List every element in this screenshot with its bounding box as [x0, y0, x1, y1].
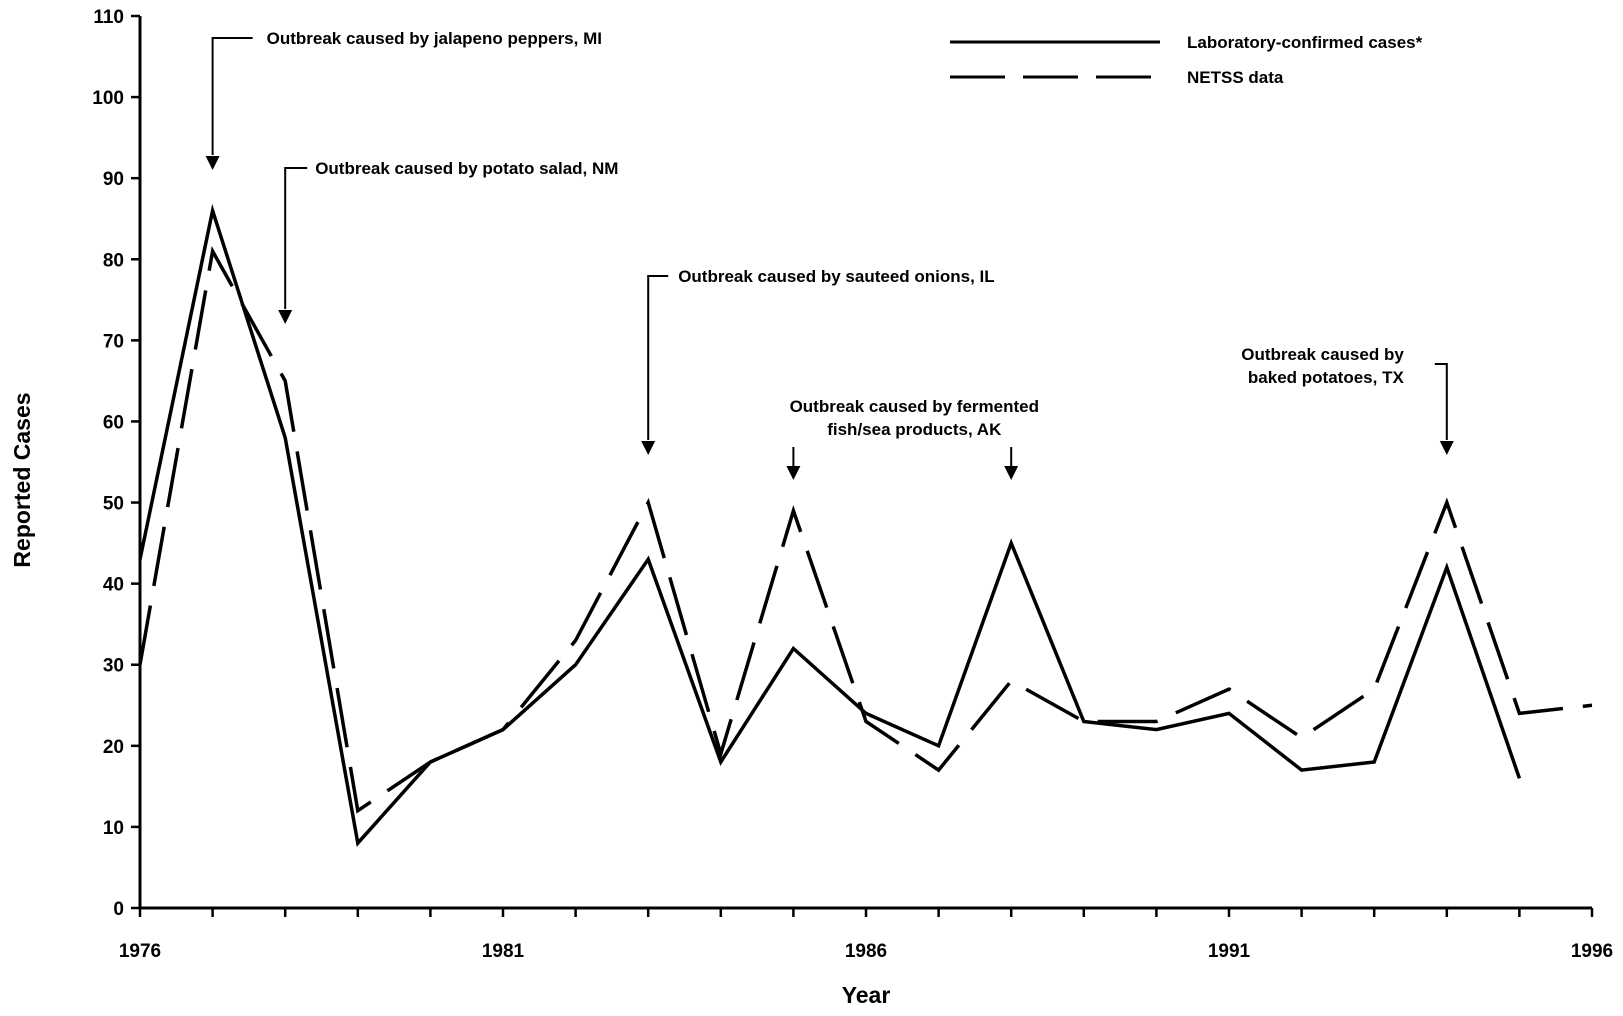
- series-layer: [140, 211, 1592, 844]
- y-axis-title: Reported Cases: [9, 392, 35, 567]
- annotations: Outbreak caused by jalapeno peppers, MI O…: [206, 29, 1454, 480]
- annotation-label: Outbreak caused by fermented: [790, 397, 1039, 416]
- x-tick-label: 1986: [845, 941, 887, 962]
- annotation-label: baked potatoes, TX: [1248, 368, 1405, 387]
- y-tick-label: 20: [103, 737, 124, 758]
- arrowhead: [278, 310, 292, 324]
- annotation-label: Outbreak caused by potato salad, NM: [315, 159, 618, 178]
- arrowhead: [206, 156, 220, 170]
- y-tick-label: 80: [103, 250, 124, 271]
- arrowhead: [786, 466, 800, 480]
- x-axis-ticks: 1976 1981 1986 1991 1996: [119, 908, 1613, 962]
- y-tick-label: 40: [103, 575, 124, 596]
- y-tick-label: 110: [93, 7, 124, 28]
- x-tick-label: 1976: [119, 941, 161, 962]
- x-axis-title: Year: [842, 982, 891, 1008]
- x-tick-label: 1991: [1208, 941, 1251, 962]
- annotation-leader: [285, 168, 307, 309]
- arrowhead: [1004, 466, 1018, 480]
- annotation-leader: [1435, 364, 1447, 440]
- arrowhead: [641, 441, 655, 455]
- y-axis-ticks: 0 10 20 30 40 50 60 70 80 90 100 110: [92, 7, 140, 920]
- series-line-0: [140, 211, 1519, 844]
- x-tick-label: 1981: [482, 941, 525, 962]
- y-tick-label: 30: [103, 656, 124, 677]
- legend: Laboratory-confirmed cases* NETSS data: [950, 33, 1423, 87]
- arrowhead: [1440, 441, 1454, 455]
- y-tick-label: 70: [103, 331, 124, 352]
- y-tick-label: 10: [103, 818, 124, 839]
- legend-label-lab-confirmed: Laboratory-confirmed cases*: [1187, 33, 1423, 52]
- y-tick-label: 50: [103, 494, 124, 515]
- annotation-label: Outbreak caused by sauteed onions, IL: [678, 267, 994, 286]
- axes: [140, 16, 1592, 908]
- annotation-label: Outbreak caused by: [1241, 345, 1404, 364]
- y-tick-label: 100: [92, 88, 124, 109]
- x-tick-label: 1996: [1571, 941, 1613, 962]
- annotation-leader: [648, 276, 668, 440]
- legend-label-netss: NETSS data: [1187, 68, 1284, 87]
- annotation-label: fish/sea products, AK: [827, 420, 1002, 439]
- annotation-leader: [213, 38, 253, 155]
- series-line-1: [140, 251, 1592, 811]
- annotation-label: Outbreak caused by jalapeno peppers, MI: [267, 29, 602, 48]
- y-tick-label: 0: [113, 899, 124, 920]
- y-tick-label: 90: [103, 169, 124, 190]
- y-tick-label: 60: [103, 412, 124, 433]
